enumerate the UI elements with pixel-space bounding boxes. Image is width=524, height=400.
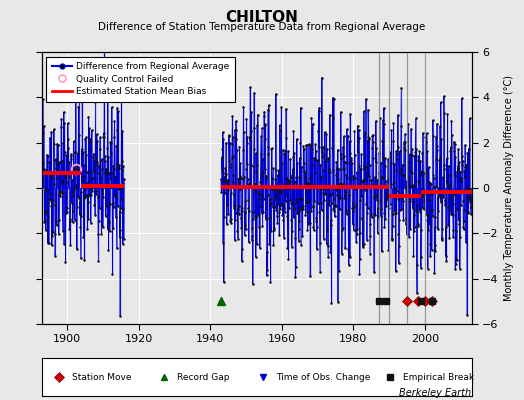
Text: CHILTON: CHILTON — [225, 10, 299, 25]
Text: Station Move: Station Move — [72, 372, 132, 382]
Text: Empirical Break: Empirical Break — [403, 372, 474, 382]
Y-axis label: Monthly Temperature Anomaly Difference (°C): Monthly Temperature Anomaly Difference (… — [504, 75, 514, 301]
Text: Record Gap: Record Gap — [177, 372, 230, 382]
Text: Berkeley Earth: Berkeley Earth — [399, 388, 472, 398]
Legend: Difference from Regional Average, Quality Control Failed, Estimated Station Mean: Difference from Regional Average, Qualit… — [47, 56, 235, 102]
Text: Time of Obs. Change: Time of Obs. Change — [276, 372, 370, 382]
Text: Difference of Station Temperature Data from Regional Average: Difference of Station Temperature Data f… — [99, 22, 425, 32]
